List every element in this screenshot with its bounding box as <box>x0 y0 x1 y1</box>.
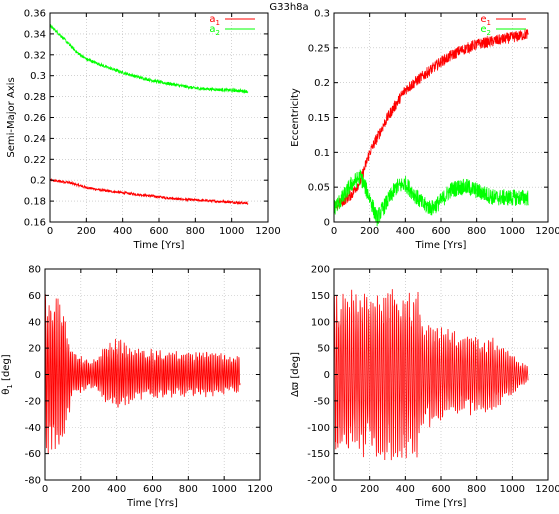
x-tick-label: 400 <box>113 226 132 237</box>
x-tick-label: 0 <box>47 226 53 237</box>
x-tick-label: 1200 <box>535 484 559 495</box>
y-tick-label: 40 <box>28 317 41 328</box>
y-tick-label: 20 <box>28 344 41 355</box>
panel-theta1: 0 200 400 600 800 1000 1200 -80 -60 -40 -20 0 20 40 60… <box>1 265 273 510</box>
y-tick-label: 0 <box>324 370 330 381</box>
x-tick-label: 200 <box>360 226 379 237</box>
x-tick-label: 200 <box>360 484 379 495</box>
y-tick-label: 0.05 <box>308 183 330 194</box>
y-tick-label: 0.25 <box>308 43 330 54</box>
y-tick-label: -150 <box>307 449 330 460</box>
y-tick-label: -60 <box>25 449 41 460</box>
x-tick-label: 1000 <box>211 484 236 495</box>
legend-label-a1: a1 <box>209 14 220 27</box>
series-line-a1 <box>49 177 249 206</box>
x-tick-label: 0 <box>42 484 48 495</box>
legend-label-e1: e1 <box>480 14 491 27</box>
x-axis-label: Time [Yrs] <box>126 498 178 509</box>
x-tick-label: 1200 <box>255 226 280 237</box>
legend-label-e2: e2 <box>480 24 491 37</box>
series-line-e2 <box>333 169 529 227</box>
y-tick-label: 0.32 <box>24 50 46 61</box>
y-tick-label: -200 <box>307 476 330 487</box>
x-tick-label: 600 <box>431 226 450 237</box>
y-tick-label: 0.2 <box>30 176 46 187</box>
y-tick-label: -100 <box>307 423 330 434</box>
x-tick-label: 0 <box>331 484 337 495</box>
y-axis-label: Semi-Major Axis <box>6 77 17 157</box>
y-tick-label: 80 <box>28 265 41 276</box>
y-tick-label: 100 <box>311 317 330 328</box>
x-axis-label: Time [Yrs] <box>133 240 185 251</box>
y-tick-label: 0 <box>324 218 330 229</box>
legend-label-a2: a2 <box>209 24 220 37</box>
y-tick-label: 50 <box>317 344 330 355</box>
x-tick-label: 1000 <box>500 484 525 495</box>
y-tick-label: 0.15 <box>308 113 330 124</box>
x-tick-label: 0 <box>331 226 337 237</box>
x-tick-label: 600 <box>149 226 168 237</box>
series-line-a2 <box>49 22 249 94</box>
x-tick-label: 1200 <box>247 484 272 495</box>
y-tick-label: 0.24 <box>24 134 46 145</box>
x-tick-label: 800 <box>467 484 486 495</box>
y-tick-label: 0.1 <box>314 148 330 159</box>
x-tick-label: 400 <box>396 226 415 237</box>
x-tick-label: 1000 <box>500 226 525 237</box>
x-tick-label: 1200 <box>535 226 559 237</box>
y-tick-label: -20 <box>25 396 41 407</box>
y-tick-label: 0.26 <box>24 113 46 124</box>
x-tick-label: 200 <box>77 226 96 237</box>
y-axis-label: Δϖ [deg] <box>290 352 301 397</box>
y-tick-label: 0.18 <box>24 197 46 208</box>
panel-eccentricity: 0 200 400 600 800 1000 1200 0 0.05 0.1 0.15 0.2 0.25… <box>290 9 559 252</box>
x-tick-label: 400 <box>396 484 415 495</box>
series-line-delta-varpi <box>333 289 529 461</box>
y-tick-label: 60 <box>28 291 41 302</box>
x-tick-label: 800 <box>467 226 486 237</box>
x-tick-label: 200 <box>71 484 90 495</box>
y-tick-label: 0.22 <box>24 155 46 166</box>
y-tick-label: 0.2 <box>314 78 330 89</box>
series-line-e1 <box>333 28 529 211</box>
x-axis-label: Time [Yrs] <box>415 498 467 509</box>
y-axis-label: Eccentricity <box>290 88 301 147</box>
x-tick-label: 800 <box>179 484 198 495</box>
y-tick-label: 150 <box>311 291 330 302</box>
x-axis-label: Time [Yrs] <box>415 240 467 251</box>
panel-semi-major-axis: 0 200 400 600 800 1000 1200 0.16 0.18 0.2 0.22 0.24… <box>6 9 281 252</box>
y-tick-label: 0.3 <box>314 9 330 20</box>
panel-delta-varpi: 0 200 400 600 800 1000 1200 -200 -150 -100 -50 0 50 1… <box>290 265 559 510</box>
y-tick-label: 0.28 <box>24 92 46 103</box>
y-tick-label: 0 <box>35 370 41 381</box>
x-tick-label: 600 <box>143 484 162 495</box>
y-tick-label: 0.36 <box>24 9 46 20</box>
y-tick-label: 0.34 <box>24 29 46 40</box>
y-axis-label: θ1 [deg] <box>1 354 14 395</box>
y-tick-label: -50 <box>314 396 330 407</box>
y-tick-label: 200 <box>311 265 330 276</box>
y-tick-label: 0.16 <box>24 218 46 229</box>
x-tick-label: 1000 <box>219 226 244 237</box>
x-tick-label: 600 <box>431 484 450 495</box>
y-tick-label: -40 <box>25 423 41 434</box>
series-line-theta1 <box>44 294 241 454</box>
figure-title: G33h8a <box>269 2 308 13</box>
x-tick-label: 800 <box>186 226 205 237</box>
x-tick-label: 400 <box>107 484 126 495</box>
y-tick-label: -80 <box>25 476 41 487</box>
y-tick-label: 0.3 <box>30 71 46 82</box>
